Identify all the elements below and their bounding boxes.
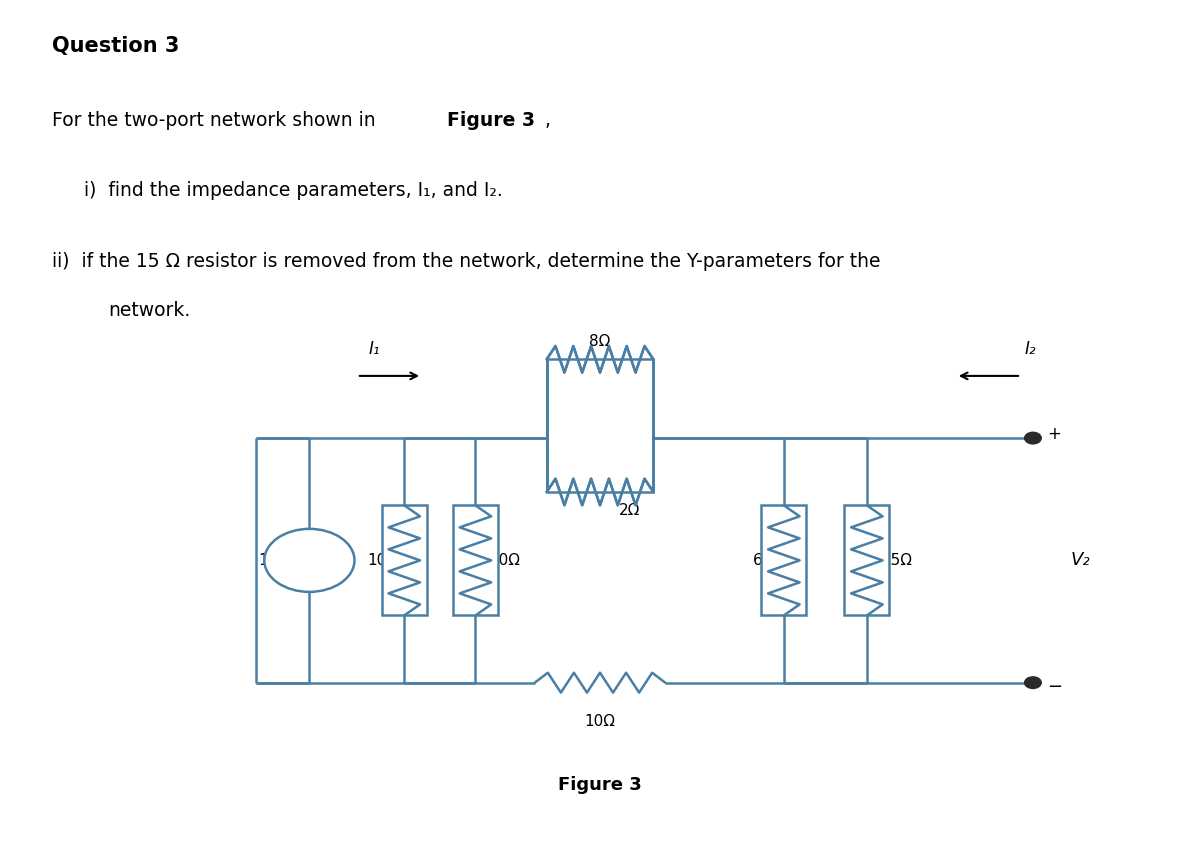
Text: ,: , [545, 110, 551, 130]
Bar [845, 505, 889, 615]
Text: 10Ω: 10Ω [367, 553, 398, 568]
Bar [761, 505, 806, 615]
Text: −: − [1048, 678, 1062, 695]
Circle shape [1025, 432, 1042, 444]
Bar [547, 359, 653, 492]
Text: I₁: I₁ [368, 340, 380, 357]
Text: Question 3: Question 3 [52, 36, 179, 56]
Text: i)  find the impedance parameters, I₁, and I₂.: i) find the impedance parameters, I₁, an… [84, 181, 503, 200]
Text: 8Ω: 8Ω [589, 334, 611, 348]
Text: Figure 3: Figure 3 [448, 110, 535, 130]
Text: 2Ω: 2Ω [619, 502, 641, 518]
Circle shape [264, 529, 354, 592]
Text: For the two-port network shown in: For the two-port network shown in [52, 110, 382, 130]
Text: −: − [304, 567, 316, 582]
Text: +: + [304, 540, 316, 554]
Text: 6Ω: 6Ω [752, 553, 774, 568]
Circle shape [1025, 677, 1042, 689]
Bar [382, 505, 427, 615]
Text: Figure 3: Figure 3 [558, 776, 642, 794]
Bar [452, 505, 498, 615]
Text: V₂: V₂ [1070, 551, 1091, 569]
Text: network.: network. [108, 301, 190, 320]
Text: 10Ω: 10Ω [584, 714, 616, 729]
Text: +: + [1048, 425, 1061, 443]
Text: I₂: I₂ [1025, 340, 1036, 357]
Text: 100V: 100V [258, 553, 300, 568]
Text: 15Ω: 15Ω [881, 553, 912, 568]
Text: 20Ω: 20Ω [490, 553, 521, 568]
Text: ii)  if the 15 Ω resistor is removed from the network, determine the Y-parameter: ii) if the 15 Ω resistor is removed from… [52, 251, 881, 271]
